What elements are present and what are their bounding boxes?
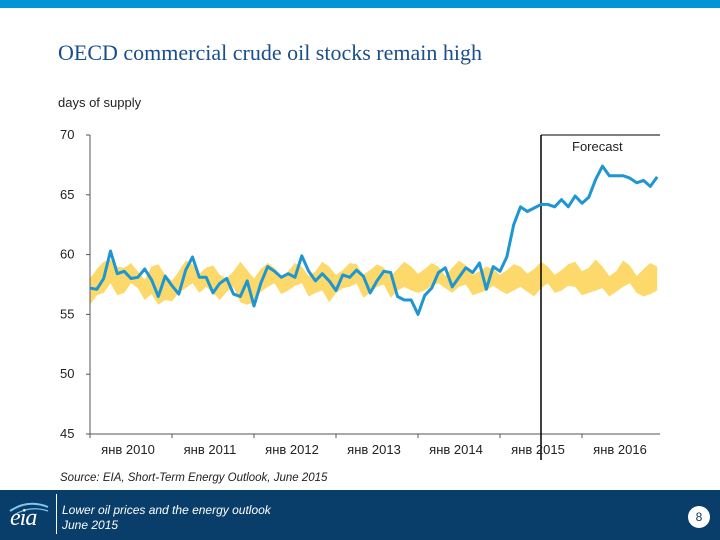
axis-layer <box>86 134 660 460</box>
footer-divider <box>56 494 57 534</box>
footer-presentation-title: Lower oil prices and the energy outlook <box>62 503 271 517</box>
y-tick-label: 55 <box>60 306 74 321</box>
slide-title: OECD commercial crude oil stocks remain … <box>58 40 482 65</box>
y-axis-unit-label: days of supply <box>58 95 142 110</box>
x-tick-label: янв 2015 <box>511 442 565 457</box>
footer-date: June 2015 <box>62 518 119 532</box>
y-tick-label: 50 <box>60 366 74 381</box>
top-accent-bar <box>0 0 720 8</box>
series-layer <box>89 164 659 316</box>
footer-bar <box>0 490 720 540</box>
y-tick-label: 45 <box>60 426 74 441</box>
page-number: 8 <box>688 506 710 528</box>
source-note: Source: EIA, Short-Term Energy Outlook, … <box>60 472 328 484</box>
stocks-chart: 45 50 55 60 65 70 янв 2010 янв 2011 янв 2012 янв … <box>60 127 660 460</box>
y-tick-label: 65 <box>60 187 74 202</box>
x-tick-label: янв 2014 <box>429 442 483 457</box>
y-tick-label: 60 <box>60 247 74 262</box>
x-tick-label: янв 2010 <box>101 442 155 457</box>
x-tick-label: янв 2016 <box>593 442 647 457</box>
x-tick-label: янв 2012 <box>265 442 319 457</box>
y-tick-label: 70 <box>60 127 74 142</box>
stocks-series-line <box>89 164 659 316</box>
eia-logo-icon <box>9 502 49 516</box>
x-tick-label: янв 2011 <box>184 442 237 457</box>
five-year-range-band-layer <box>90 259 658 305</box>
five-year-range-band <box>90 259 658 305</box>
eia-logo-text: eia <box>10 505 37 531</box>
x-tick-label: янв 2013 <box>347 442 401 457</box>
label-layer: 45 50 55 60 65 70 янв 2010 янв 2011 янв 2012 янв … <box>60 127 647 457</box>
forecast-annotation: Forecast <box>572 139 623 154</box>
